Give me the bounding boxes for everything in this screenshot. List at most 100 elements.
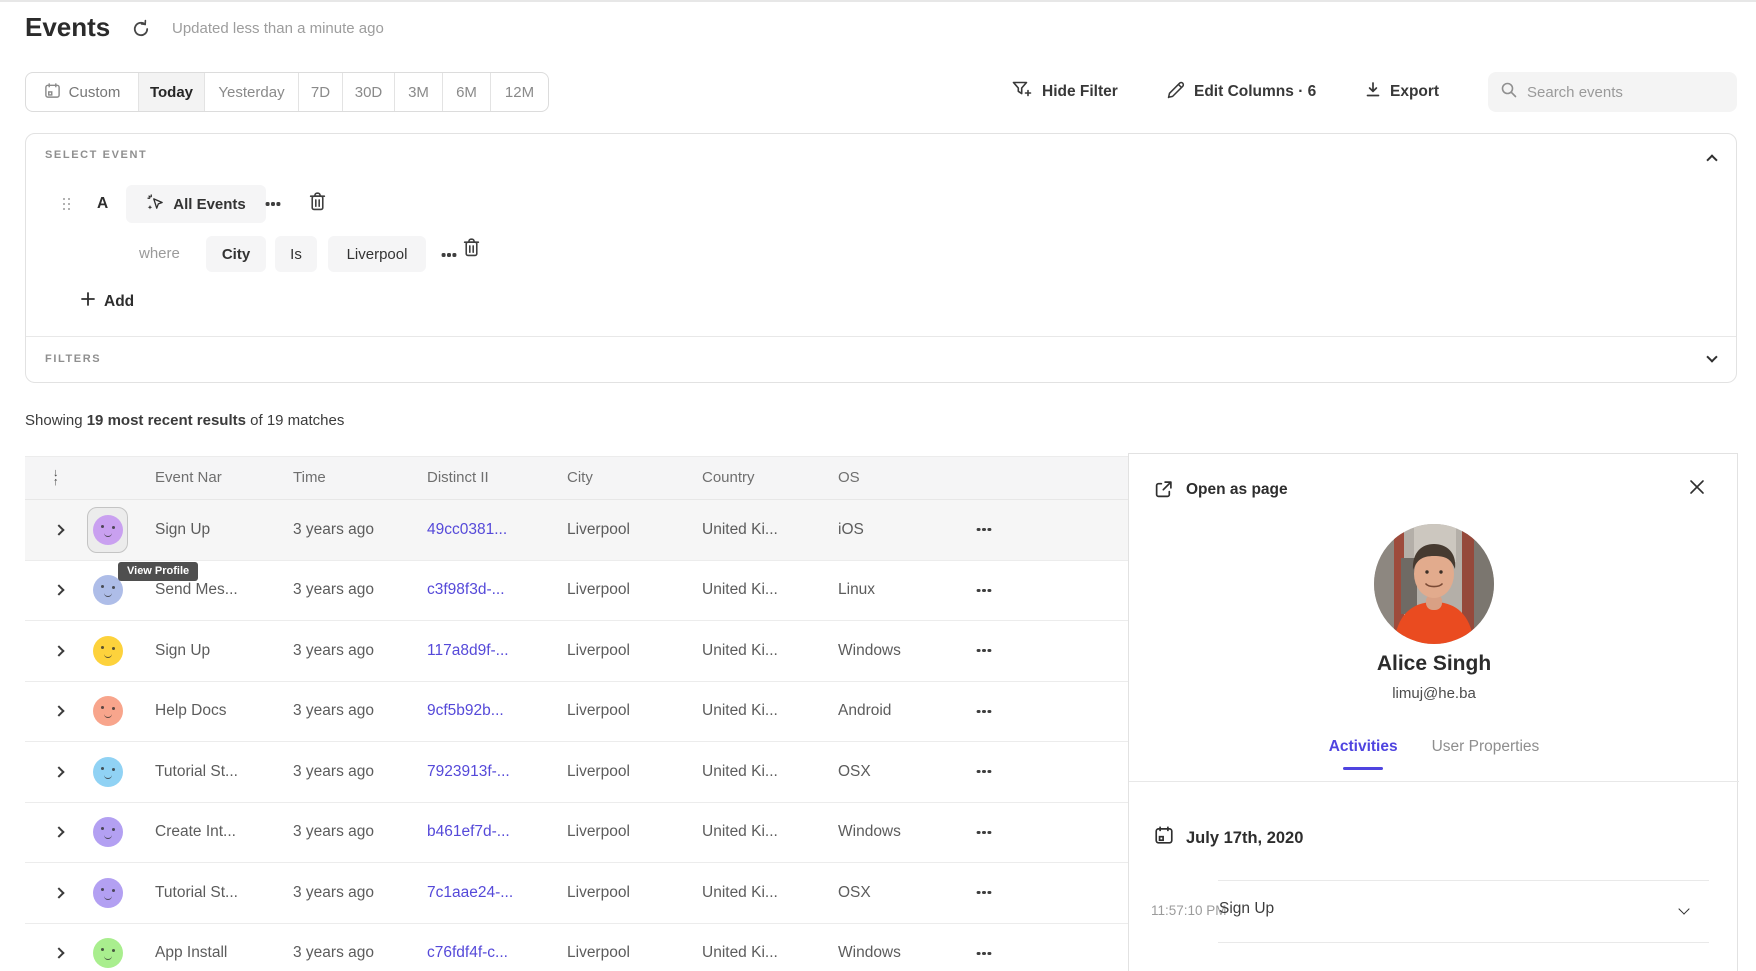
event-row-trash-button[interactable] xyxy=(309,192,326,216)
pencil-icon xyxy=(1167,81,1185,104)
os-cell: Windows xyxy=(838,944,901,962)
hide-filter-button[interactable]: Hide Filter xyxy=(1012,72,1118,112)
avatar-face-icon xyxy=(92,635,123,666)
date-range-label: 6M xyxy=(456,83,477,101)
row-expander[interactable] xyxy=(53,944,65,962)
export-button[interactable]: Export xyxy=(1365,72,1439,112)
tab-activities[interactable]: Activities xyxy=(1329,738,1398,770)
user-avatar[interactable] xyxy=(87,749,128,795)
event-name-cell: Tutorial St... xyxy=(155,762,238,780)
expand-filters-icon[interactable] xyxy=(1706,351,1718,363)
avatar-face-icon xyxy=(92,696,123,727)
add-event-button[interactable]: Add xyxy=(81,292,134,311)
row-expander[interactable] xyxy=(53,702,65,720)
search-input[interactable] xyxy=(1527,83,1707,101)
refresh-icon xyxy=(131,19,151,43)
date-range-12m[interactable]: 12M xyxy=(490,73,548,111)
avatar-face-icon xyxy=(92,938,123,969)
col-header-os: OS xyxy=(838,469,860,486)
view-profile-tooltip: View Profile xyxy=(118,562,199,581)
row-expander[interactable] xyxy=(53,581,65,599)
city-cell: Liverpool xyxy=(567,823,630,841)
row-overflow-button[interactable] xyxy=(973,700,995,722)
row-overflow-button[interactable] xyxy=(973,761,995,783)
filter-row-menu-button[interactable] xyxy=(438,244,460,266)
date-range-yesterday[interactable]: Yesterday xyxy=(204,73,298,111)
user-avatar[interactable] xyxy=(87,930,128,971)
event-name-cell: Sign Up xyxy=(155,641,211,659)
date-range-3m[interactable]: 3M xyxy=(394,73,442,111)
collapse-section-icon[interactable] xyxy=(1706,154,1718,166)
filter-row-trash-button[interactable] xyxy=(463,238,480,262)
all-events-chip[interactable]: All Events xyxy=(126,185,266,223)
edit-columns-button[interactable]: Edit Columns · 6 xyxy=(1167,72,1316,112)
col-header-time: Time xyxy=(293,469,326,486)
tabs-divider xyxy=(1129,781,1739,782)
filter-value-chip[interactable]: Liverpool xyxy=(328,236,426,272)
distinct-id-link[interactable]: b461ef7d-... xyxy=(427,823,510,841)
user-avatar[interactable] xyxy=(87,870,128,916)
row-expander[interactable] xyxy=(53,763,65,781)
table-header: ↓ ↑ Event Nar Time Distinct II City Count… xyxy=(25,456,1128,500)
open-as-page-label[interactable]: Open as page xyxy=(1186,481,1288,498)
event-name-cell: Send Mes... xyxy=(155,581,238,599)
avatar-face-icon xyxy=(92,514,123,545)
row-overflow-button[interactable] xyxy=(973,942,995,964)
distinct-id-link[interactable]: 7c1aae24-... xyxy=(427,883,514,901)
country-cell: United Ki... xyxy=(702,581,778,599)
user-avatar[interactable] xyxy=(87,628,128,674)
activity-time: 11:57:10 PM xyxy=(1151,903,1227,918)
filter-property-chip[interactable]: City xyxy=(206,236,266,272)
calendar-icon xyxy=(44,82,61,103)
activity-divider xyxy=(1218,942,1709,943)
date-range-30d[interactable]: 30D xyxy=(342,73,394,111)
date-range-6m[interactable]: 6M xyxy=(442,73,490,111)
os-cell: Linux xyxy=(838,581,876,599)
edit-columns-label: Edit Columns · 6 xyxy=(1194,83,1317,100)
page-title: Events xyxy=(25,12,111,42)
collapse-rows-icon[interactable]: ↓ ↑ xyxy=(53,467,59,488)
date-range-today[interactable]: Today xyxy=(138,73,204,111)
tab-user-properties[interactable]: User Properties xyxy=(1431,738,1540,755)
row-overflow-button[interactable] xyxy=(973,821,995,843)
row-overflow-button[interactable] xyxy=(973,882,995,904)
table-row: Create Int... 3 years ago b461ef7d-... L… xyxy=(25,802,1128,863)
user-avatar[interactable] xyxy=(87,809,128,855)
distinct-id-link[interactable]: 117a8d9f-... xyxy=(427,641,509,659)
distinct-id-link[interactable]: 7923913f-... xyxy=(427,762,510,780)
distinct-id-link[interactable]: 9cf5b92b... xyxy=(427,702,504,720)
refresh-button[interactable] xyxy=(131,19,151,39)
event-name-cell: Sign Up xyxy=(155,520,211,538)
user-avatar[interactable] xyxy=(87,688,128,734)
activity-event-select[interactable]: Sign Up xyxy=(1219,900,1275,917)
add-label: Add xyxy=(104,292,135,310)
row-overflow-button[interactable] xyxy=(973,640,995,662)
date-range-custom[interactable]: Custom xyxy=(26,73,138,111)
date-range-7d[interactable]: 7D xyxy=(298,73,342,111)
distinct-id-link[interactable]: 49cc0381... xyxy=(427,520,508,538)
row-overflow-button[interactable] xyxy=(973,579,995,601)
row-expander[interactable] xyxy=(53,884,65,902)
close-panel-button[interactable] xyxy=(1689,479,1705,500)
profile-name: Alice Singh xyxy=(1376,652,1492,675)
table-row: App Install 3 years ago c76fdf4f-c... Li… xyxy=(25,923,1128,971)
filter-operator-chip[interactable]: Is xyxy=(275,236,317,272)
city-cell: Liverpool xyxy=(567,641,630,659)
chevron-down-icon[interactable] xyxy=(1678,903,1690,915)
distinct-id-link[interactable]: c76fdf4f-c... xyxy=(427,944,508,962)
user-avatar[interactable] xyxy=(87,506,128,553)
open-as-page-button[interactable] xyxy=(1154,480,1173,504)
event-name-cell: Tutorial St... xyxy=(155,883,238,901)
row-expander[interactable] xyxy=(53,642,65,660)
activity-date: July 17th, 2020 xyxy=(1186,829,1304,847)
distinct-id-link[interactable]: c3f98f3d-... xyxy=(427,581,505,599)
row-expander[interactable] xyxy=(53,521,65,539)
row-overflow-button[interactable] xyxy=(973,519,995,541)
row-expander[interactable] xyxy=(53,823,65,841)
time-cell: 3 years ago xyxy=(293,883,374,901)
time-cell: 3 years ago xyxy=(293,581,374,599)
user-avatar[interactable] xyxy=(87,567,128,613)
event-row-menu-button[interactable] xyxy=(262,193,284,215)
search-events-box xyxy=(1488,72,1737,112)
